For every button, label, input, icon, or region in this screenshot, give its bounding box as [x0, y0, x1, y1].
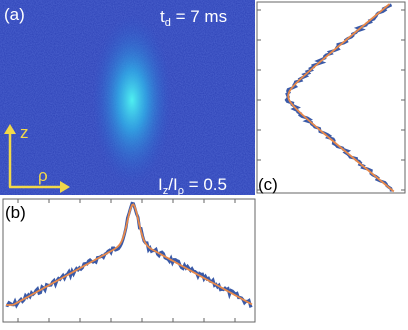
ratio-subscript: z [163, 185, 169, 197]
ratio-annotation: Iz/Iρ = 0.5 [158, 175, 227, 197]
plot-frame [256, 1, 406, 194]
atom-cloud [92, 15, 172, 185]
rho-label: ρ [38, 166, 48, 185]
time-annotation: td = 7 ms [160, 7, 227, 29]
tick-marks [257, 9, 405, 191]
axis-arrows [4, 124, 70, 193]
panel-label: (a) [4, 5, 25, 24]
panel-a: (a) td = 7 ms Iz/Iρ = 0.5 z ρ [0, 0, 255, 197]
time-value: = 7 ms [171, 7, 227, 26]
ratio-value: = 0.5 [184, 175, 227, 194]
time-symbol: t [160, 7, 165, 26]
panel-b: (b) [2, 198, 256, 323]
plot-frame [2, 198, 256, 323]
time-subscript: d [165, 17, 171, 29]
profile-fit [6, 203, 253, 306]
tick-marks [17, 199, 236, 322]
z-label: z [20, 123, 29, 142]
panel-label: (c) [258, 175, 278, 194]
panel-label: (b) [5, 203, 26, 222]
ratio-mid: /I [168, 175, 177, 194]
ratio-subscript2: ρ [178, 185, 184, 197]
ratio-symbol: I [158, 175, 163, 194]
panel-c: (c) [256, 1, 406, 194]
profile-fit [287, 3, 395, 193]
